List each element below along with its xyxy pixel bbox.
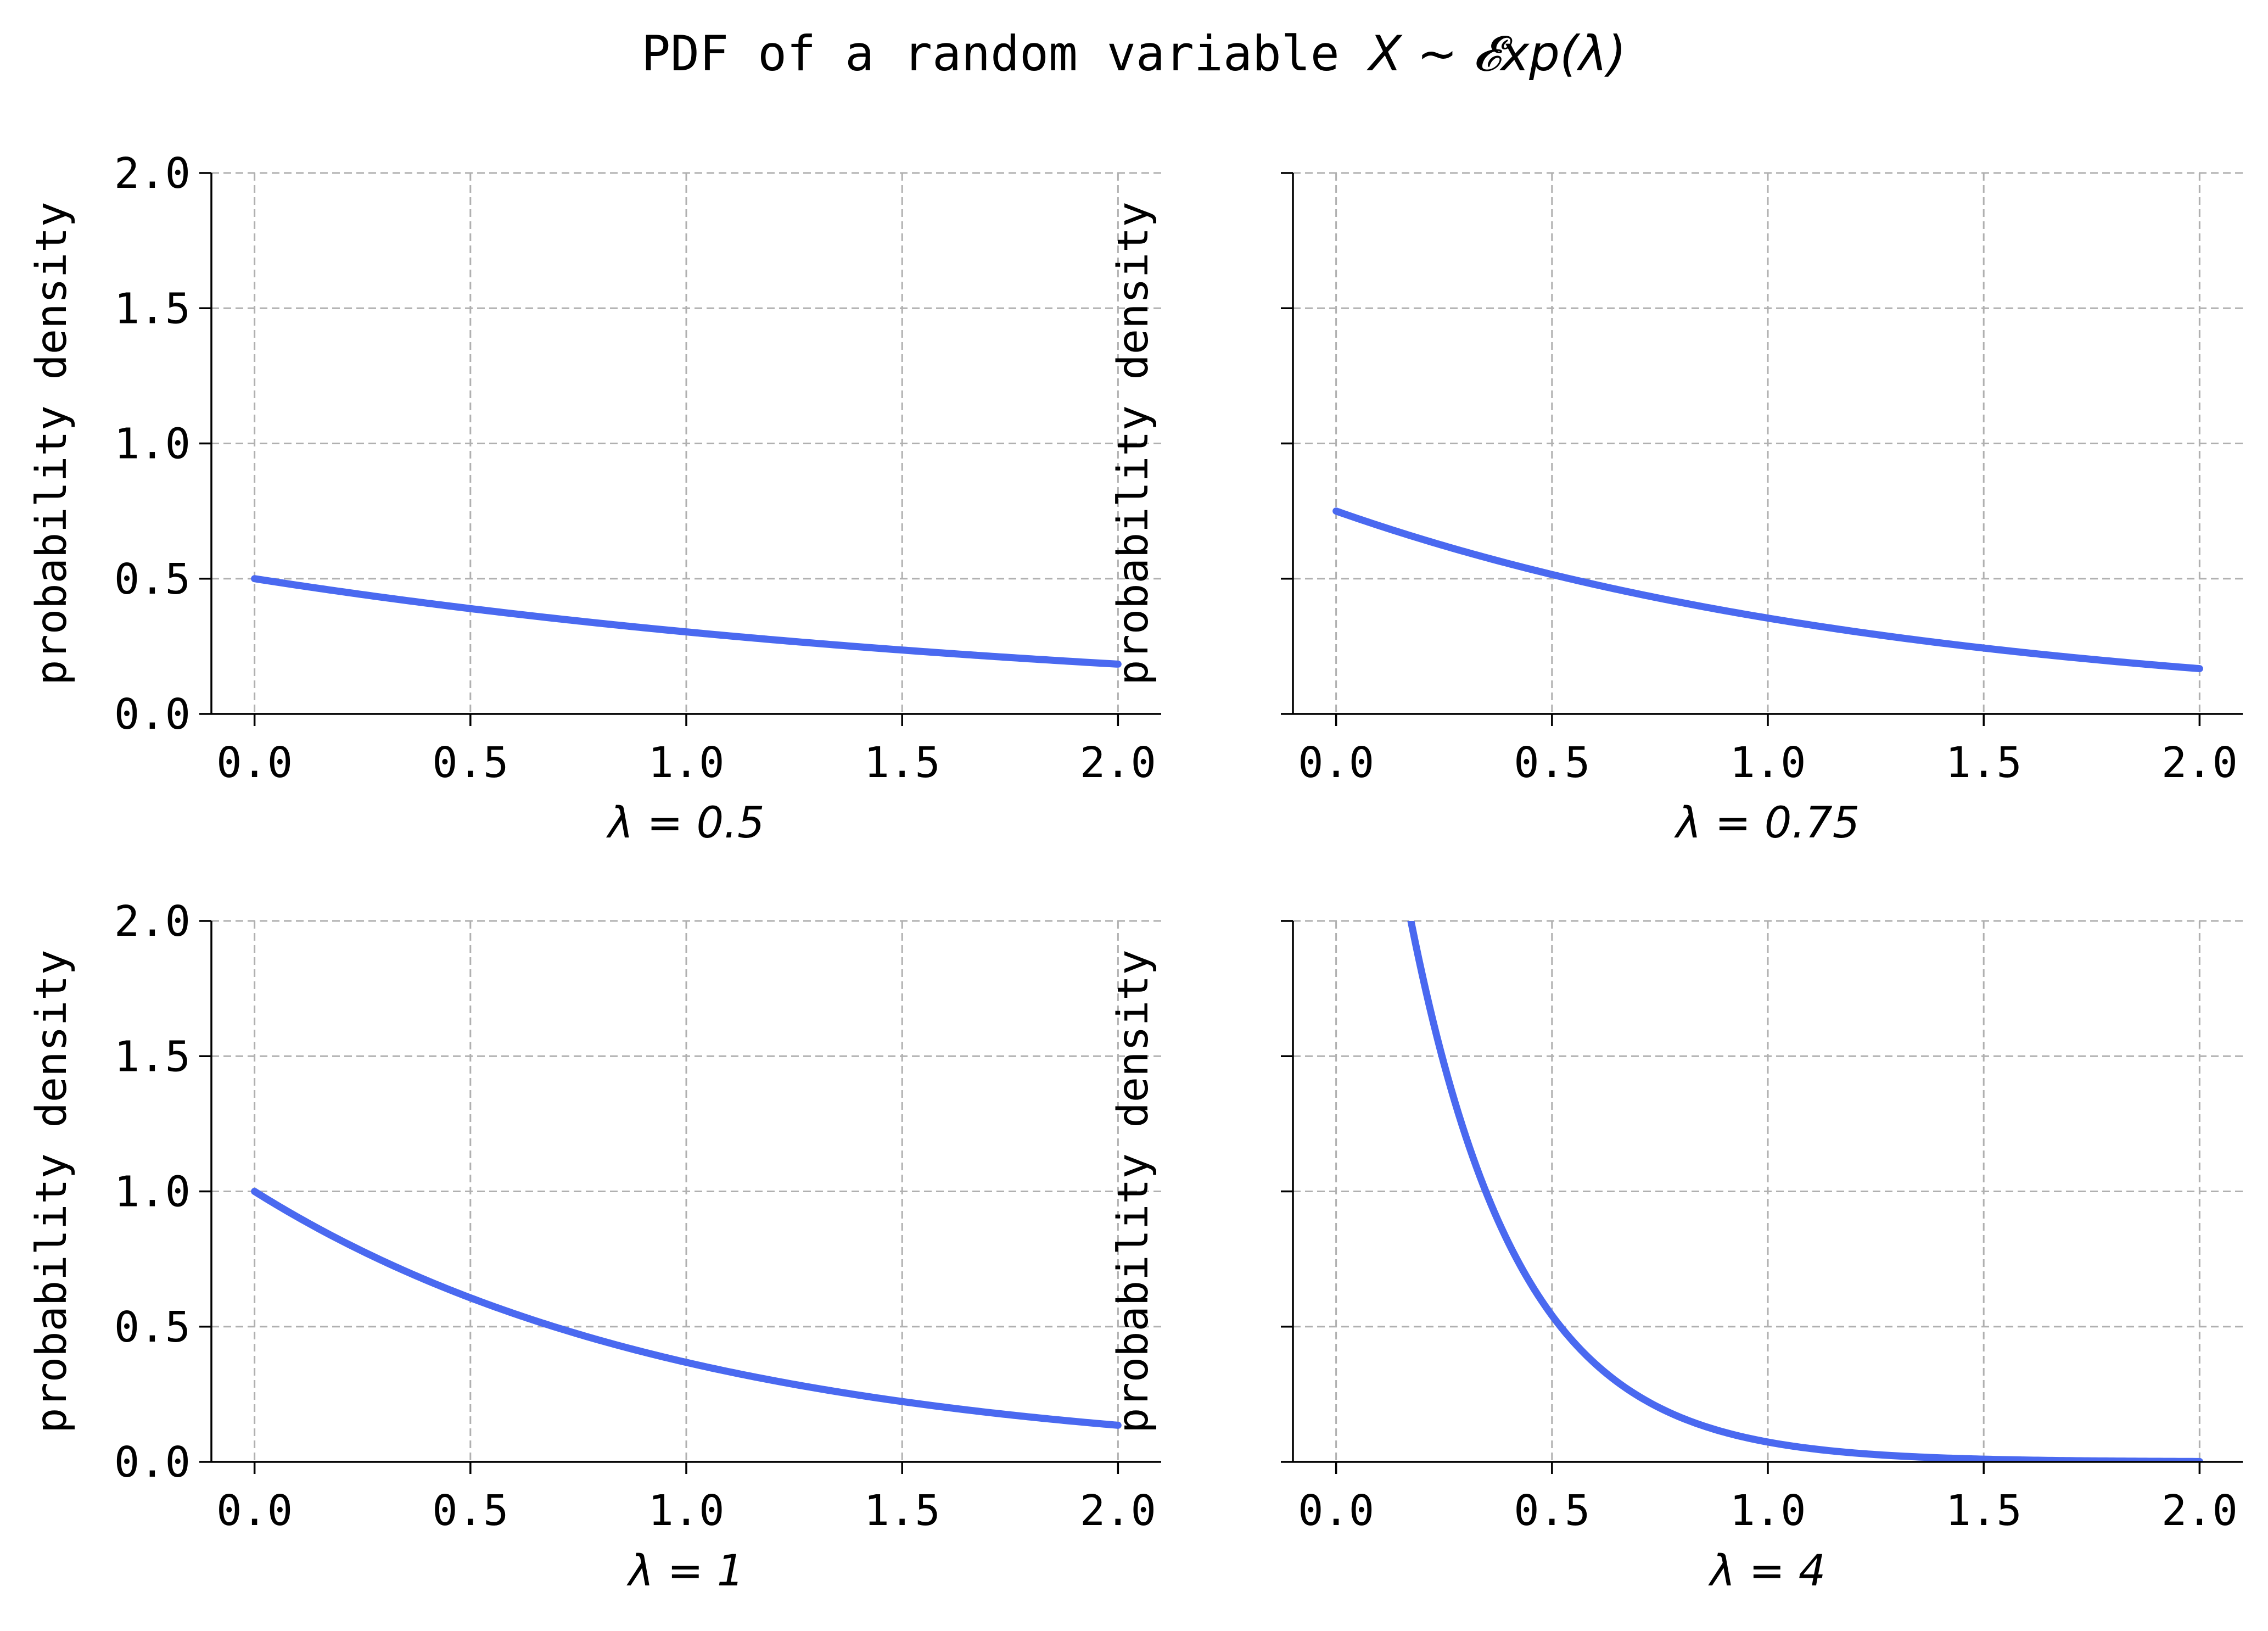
y-axis-label: probability density <box>27 202 76 685</box>
y-tick-label: 1.0 <box>114 420 191 469</box>
figure-title-text: PDF of a random variable <box>641 25 1369 82</box>
x-tick-label: 1.0 <box>1729 1487 1806 1535</box>
x-tick-label: 2.0 <box>1080 1487 1156 1535</box>
x-tick-label: 1.0 <box>648 739 724 787</box>
x-tick-label: 1.0 <box>1729 739 1806 787</box>
x-axis-label: λ = 0.5 <box>606 798 764 848</box>
x-tick-label: 1.5 <box>864 1487 940 1535</box>
figure-title-math: X ~ 𝓔xp(λ) <box>1367 25 1626 82</box>
subplot-3: 0.0 0.5 1.0 1.5 2.0 0.0 0.5 1.0 1.5 2.0 probabilit… <box>27 897 1161 1596</box>
y-tick-label: 0.5 <box>114 1303 191 1352</box>
y-axis-label: probability density <box>27 949 76 1433</box>
y-axis-label: probability density <box>1109 949 1158 1433</box>
y-tick-label: 0.5 <box>114 555 191 604</box>
x-tick-label: 0.5 <box>1514 739 1590 787</box>
x-tick-label: 0.0 <box>1298 1487 1374 1535</box>
pdf-curve <box>1332 507 2203 673</box>
pdf-curve <box>1407 921 2203 1462</box>
pdf-curve <box>251 1188 1122 1429</box>
y-tick-label: 1.5 <box>114 1032 191 1081</box>
y-tick-label: 2.0 <box>114 149 191 198</box>
x-tick-label: 1.5 <box>864 739 940 787</box>
x-tick-label: 0.5 <box>1514 1487 1590 1535</box>
x-axis-label: λ = 0.75 <box>1674 798 1860 848</box>
x-tick-label: 1.5 <box>1946 739 2022 787</box>
x-axis-label: λ = 4 <box>1708 1546 1826 1596</box>
x-tick-label: 0.5 <box>432 739 508 787</box>
y-tick-label: 2.0 <box>114 897 191 946</box>
x-tick-label: 2.0 <box>2161 1487 2238 1535</box>
x-tick-label: 0.0 <box>216 739 293 787</box>
y-axis-label: probability density <box>1109 202 1158 685</box>
x-tick-label: 2.0 <box>1080 739 1156 787</box>
y-tick-label: 0.0 <box>114 1438 191 1487</box>
x-tick-label: 0.5 <box>432 1487 508 1535</box>
x-tick-label: 0.0 <box>216 1487 293 1535</box>
x-tick-label: 1.0 <box>648 1487 724 1535</box>
subplot-1: 0.0 0.5 1.0 1.5 2.0 0.0 0.5 1.0 1.5 2.0 probabilit… <box>27 149 1161 848</box>
y-tick-label: 0.0 <box>114 690 191 739</box>
x-tick-label: 0.0 <box>1298 739 1374 787</box>
pdf-curve <box>251 575 1122 668</box>
subplot-grid: 0.0 0.5 1.0 1.5 2.0 0.0 0.5 1.0 1.5 2.0 probabilit… <box>27 149 2243 1596</box>
y-tick-label: 1.5 <box>114 284 191 333</box>
y-tick-label: 1.0 <box>114 1168 191 1217</box>
subplot-4: 0.0 0.5 1.0 1.5 2.0 probability density λ = 4 <box>1109 920 2243 1596</box>
x-axis-label: λ = 1 <box>626 1546 744 1596</box>
x-tick-label: 2.0 <box>2161 739 2238 787</box>
subplot-2: 0.0 0.5 1.0 1.5 2.0 probability density λ = 0.… <box>1109 172 2243 848</box>
figure-title: PDF of a random variable X ~ 𝓔xp(λ) <box>641 25 1626 82</box>
x-tick-label: 1.5 <box>1946 1487 2022 1535</box>
